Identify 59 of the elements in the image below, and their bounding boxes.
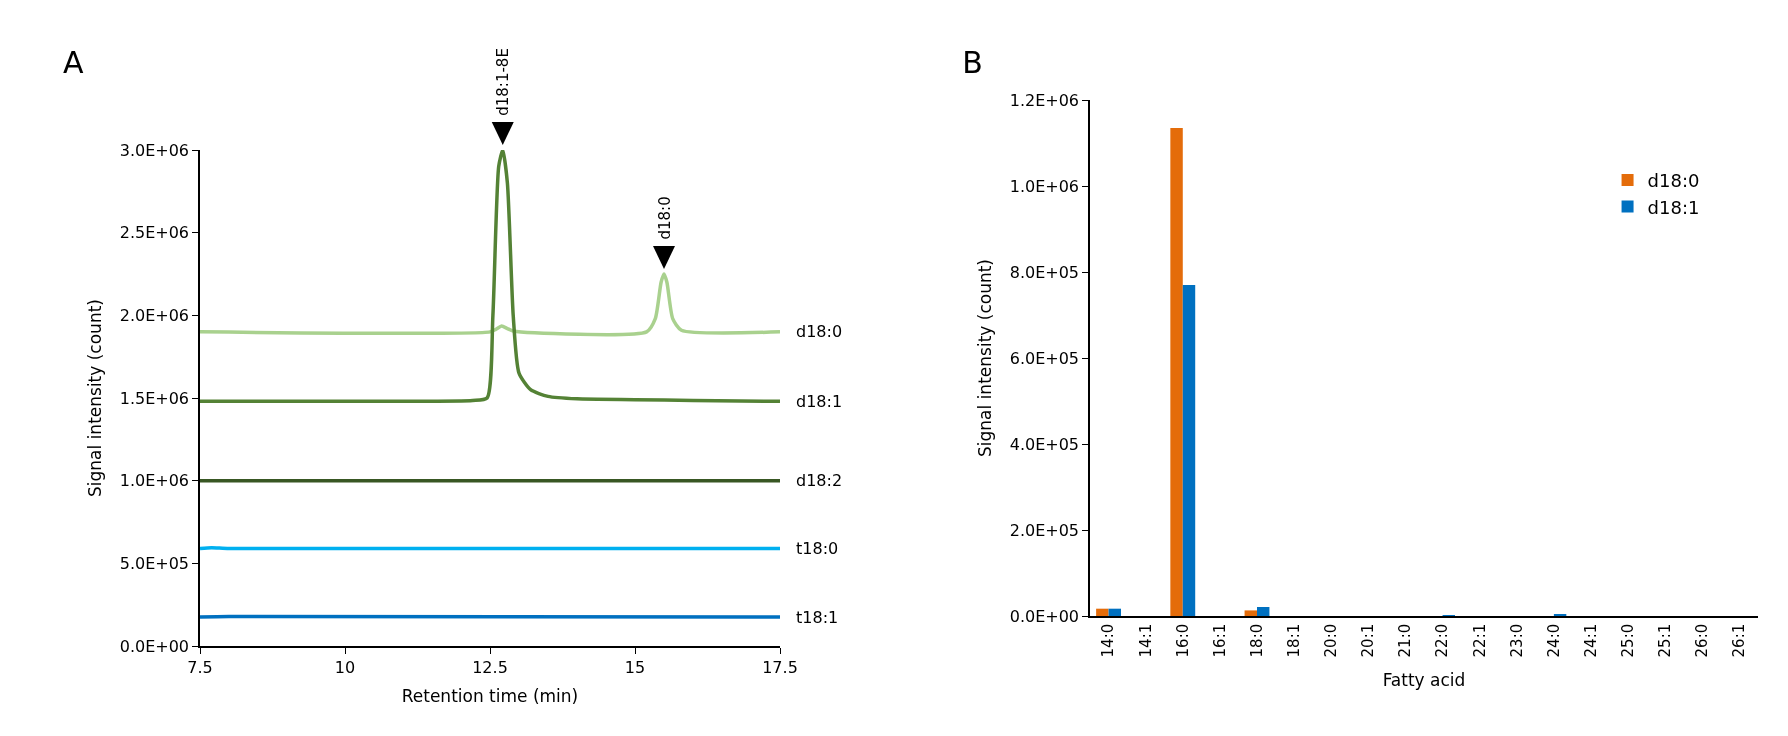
x-tick-label: 7.5	[187, 657, 213, 677]
x-tick-label: 22:0	[1433, 623, 1452, 658]
x-tick-label: 24:0	[1544, 623, 1563, 658]
legend-label: d18:1	[1647, 196, 1700, 218]
bar	[1257, 606, 1270, 616]
series-label: d18:1	[796, 392, 843, 411]
y-tick-label: 4.0E+05	[1009, 434, 1080, 454]
x-tick-label: 14:1	[1136, 623, 1155, 658]
x-tick-label: 15	[624, 657, 646, 677]
bar	[1096, 608, 1109, 616]
x-tick-label: 18:1	[1284, 623, 1303, 658]
x-tick-label: 25:0	[1618, 623, 1637, 658]
x-tick-label: 26:1	[1730, 623, 1749, 658]
y-tick-label: 1.0E+06	[119, 471, 190, 491]
y-tick-label: 8.0E+05	[1009, 262, 1080, 282]
y-tick-label: 5.0E+05	[119, 553, 190, 573]
x-tick-label: 14:0	[1099, 623, 1118, 658]
x-tick-label: 12.5	[472, 657, 508, 677]
y-tick-label: 2.0E+06	[119, 305, 190, 325]
y-axis-title: Signal intensity (count)	[974, 259, 995, 457]
x-tick-label: 10	[334, 657, 356, 677]
x-tick-label: 22:1	[1470, 623, 1489, 658]
y-tick-label: 1.0E+06	[1009, 176, 1080, 196]
annotation: d18:1-8E	[493, 48, 512, 116]
x-tick-label: 24:1	[1581, 623, 1600, 658]
x-tick-label: 16:1	[1210, 623, 1229, 658]
series-label: t18:0	[796, 539, 839, 558]
bar	[1244, 610, 1257, 616]
y-tick-label: 0.0E+00	[1009, 606, 1080, 626]
x-axis-title: Fatty acid	[1382, 670, 1466, 691]
x-tick-label: 17.5	[762, 657, 798, 677]
series-label: d18:2	[796, 471, 843, 490]
x-tick-label: 25:1	[1656, 623, 1675, 658]
x-tick-label: 18:0	[1247, 623, 1266, 658]
y-tick-label: 2.5E+06	[119, 223, 190, 243]
y-tick-label: 3.0E+06	[119, 140, 190, 160]
x-tick-label: 20:1	[1359, 623, 1378, 658]
x-tick-label: 23:0	[1507, 623, 1526, 658]
x-axis-title: Retention time (min)	[401, 685, 579, 706]
bar	[1108, 608, 1121, 616]
series-label: d18:0	[796, 322, 843, 341]
bar	[1182, 284, 1196, 616]
x-tick-label: 21:0	[1396, 623, 1415, 658]
bar	[1170, 127, 1183, 616]
y-tick-label: 0.0E+00	[119, 636, 190, 656]
y-tick-label: 1.2E+06	[1009, 90, 1080, 110]
y-tick-label: 2.0E+05	[1009, 520, 1080, 540]
chart-title: A	[63, 44, 84, 80]
y-tick-label: 1.5E+06	[119, 388, 190, 408]
y-tick-label: 6.0E+05	[1009, 348, 1080, 368]
y-axis-title: Signal intensity (count)	[84, 299, 105, 497]
annotation: d18:0	[655, 196, 674, 240]
x-tick-label: 20:0	[1322, 623, 1341, 658]
line-series	[200, 150, 780, 404]
x-tick-label: 26:0	[1693, 623, 1712, 658]
chart-title: B	[962, 44, 983, 80]
legend-label: d18:0	[1647, 170, 1700, 192]
series-label: t18:1	[796, 608, 839, 627]
x-tick-label: 16:0	[1173, 623, 1192, 658]
